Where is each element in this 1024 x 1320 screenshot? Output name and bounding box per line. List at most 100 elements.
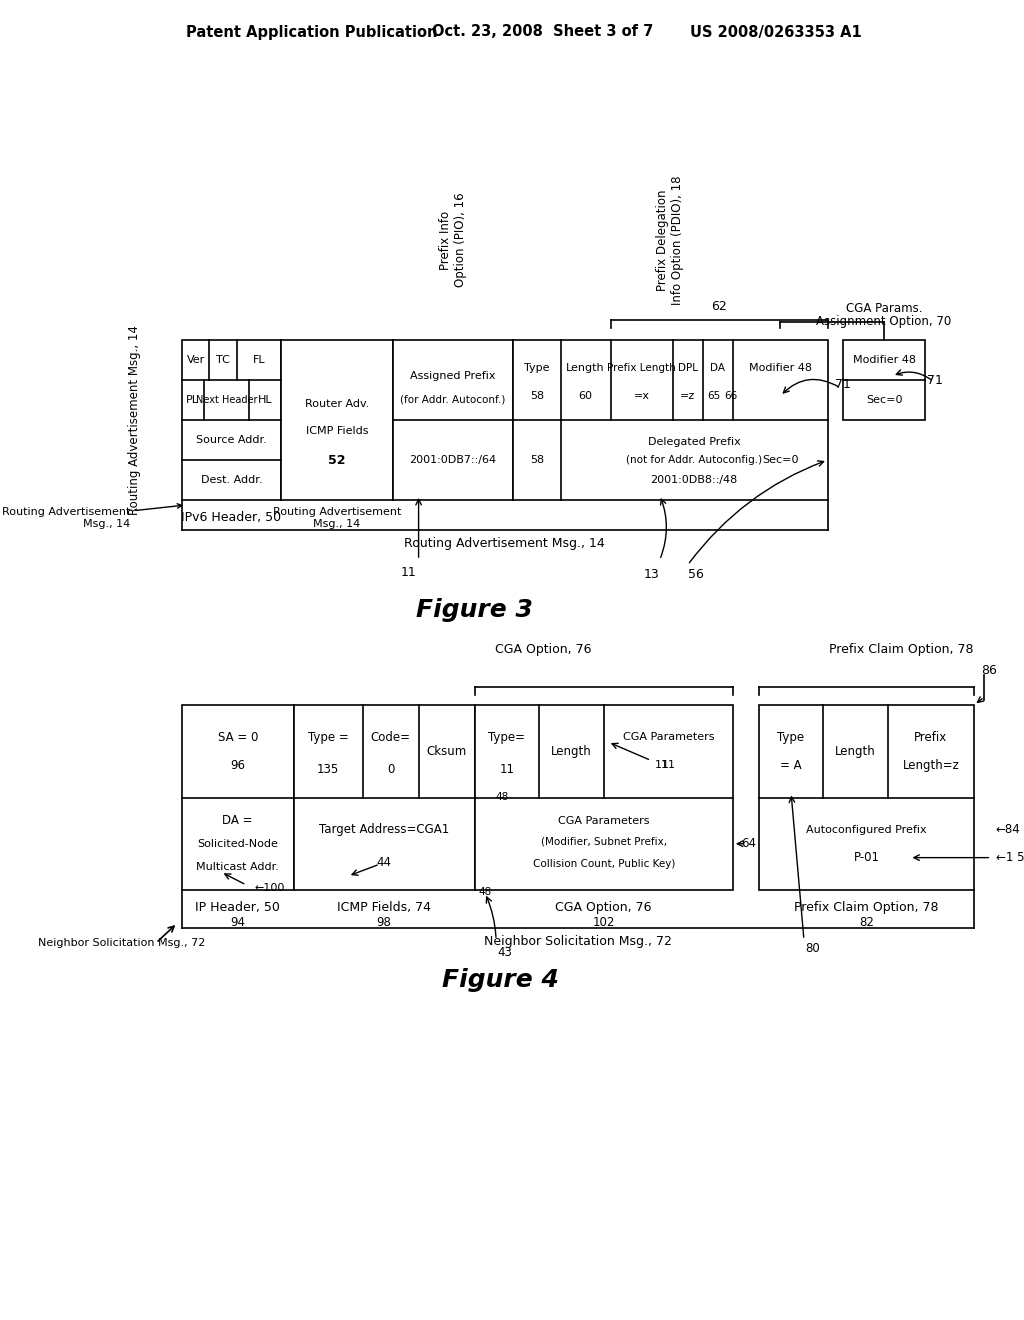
Text: 0: 0 bbox=[387, 763, 394, 776]
Text: 86: 86 bbox=[982, 664, 997, 676]
Text: Prefix Info
Option (PIO), 16: Prefix Info Option (PIO), 16 bbox=[439, 193, 467, 288]
Text: 2001:0DB7::/64: 2001:0DB7::/64 bbox=[410, 455, 497, 465]
Text: PL: PL bbox=[186, 395, 199, 405]
Text: CGA Parameters: CGA Parameters bbox=[623, 733, 714, 742]
Text: DA =: DA = bbox=[222, 814, 253, 828]
Text: Modifier 48: Modifier 48 bbox=[853, 355, 915, 366]
Text: CGA Option, 76: CGA Option, 76 bbox=[555, 902, 652, 915]
Text: Prefix Claim Option, 78: Prefix Claim Option, 78 bbox=[795, 902, 939, 915]
Text: Assignment Option, 70: Assignment Option, 70 bbox=[816, 315, 951, 329]
Text: Type=: Type= bbox=[488, 731, 525, 744]
Text: Type =: Type = bbox=[308, 731, 348, 744]
Text: Modifier 48: Modifier 48 bbox=[749, 363, 812, 374]
Text: 58: 58 bbox=[530, 455, 544, 465]
Text: 102: 102 bbox=[593, 916, 615, 928]
Text: Type: Type bbox=[524, 363, 550, 374]
Text: Code=: Code= bbox=[371, 731, 411, 744]
Text: 44: 44 bbox=[377, 855, 391, 869]
Text: Routing Advertisement Msg., 14: Routing Advertisement Msg., 14 bbox=[404, 537, 605, 550]
Text: 135: 135 bbox=[317, 763, 339, 776]
Text: IP Header, 50: IP Header, 50 bbox=[196, 902, 281, 915]
Text: Length: Length bbox=[836, 744, 876, 758]
Text: 71: 71 bbox=[836, 378, 851, 391]
Text: Delegated Prefix: Delegated Prefix bbox=[648, 437, 740, 447]
Text: (not for Addr. Autoconfig.): (not for Addr. Autoconfig.) bbox=[626, 455, 762, 465]
Bar bbox=[393, 341, 513, 500]
Text: DA: DA bbox=[711, 363, 725, 374]
Text: 58: 58 bbox=[530, 391, 544, 401]
Text: 2001:0DB8::/48: 2001:0DB8::/48 bbox=[650, 475, 738, 484]
Text: Router Adv.: Router Adv. bbox=[304, 399, 369, 409]
Text: 82: 82 bbox=[859, 916, 873, 928]
Text: =x: =x bbox=[634, 391, 649, 401]
Text: 11: 11 bbox=[654, 760, 669, 770]
Text: Length: Length bbox=[566, 363, 605, 374]
Text: P-01: P-01 bbox=[853, 851, 880, 865]
Text: (Modifier, Subnet Prefix,: (Modifier, Subnet Prefix, bbox=[541, 837, 667, 847]
Text: CGA Parameters: CGA Parameters bbox=[558, 816, 649, 825]
Text: Length=z: Length=z bbox=[902, 759, 959, 772]
Text: CGA Option, 76: CGA Option, 76 bbox=[496, 644, 592, 656]
Text: Routing Advertisement
Msg., 14: Routing Advertisement Msg., 14 bbox=[272, 507, 401, 529]
Bar bbox=[281, 341, 393, 500]
Text: Prefix: Prefix bbox=[914, 731, 947, 744]
Bar bbox=[513, 341, 827, 500]
Text: Sec=0: Sec=0 bbox=[866, 395, 902, 405]
Text: 13: 13 bbox=[643, 569, 659, 582]
Text: DPL: DPL bbox=[678, 363, 697, 374]
Bar bbox=[759, 705, 974, 890]
Text: SA = 0: SA = 0 bbox=[217, 731, 258, 744]
Text: 98: 98 bbox=[377, 916, 391, 928]
Text: ←84: ←84 bbox=[995, 824, 1020, 837]
Bar bbox=[474, 705, 733, 890]
Bar bbox=[843, 341, 925, 420]
Text: 64: 64 bbox=[741, 837, 756, 850]
Text: Routing Advertisement Msg., 14: Routing Advertisement Msg., 14 bbox=[128, 325, 141, 515]
Text: FL: FL bbox=[253, 355, 265, 366]
Text: 66: 66 bbox=[724, 391, 737, 401]
Text: 80: 80 bbox=[805, 941, 820, 954]
Text: Patent Application Publication: Patent Application Publication bbox=[186, 25, 437, 40]
Text: Dest. Addr.: Dest. Addr. bbox=[201, 475, 262, 484]
Text: Neighbor Solicitation Msg., 72: Neighbor Solicitation Msg., 72 bbox=[484, 936, 672, 949]
Text: Autoconfigured Prefix: Autoconfigured Prefix bbox=[806, 825, 927, 834]
Text: 11: 11 bbox=[400, 565, 416, 578]
Text: 43: 43 bbox=[498, 945, 512, 958]
Text: Neighbor Solicitation Msg., 72: Neighbor Solicitation Msg., 72 bbox=[38, 939, 205, 948]
Text: Ver: Ver bbox=[186, 355, 205, 366]
Text: 65: 65 bbox=[707, 391, 720, 401]
Text: 52: 52 bbox=[328, 454, 345, 466]
Text: 56: 56 bbox=[688, 569, 705, 582]
Text: 11: 11 bbox=[500, 763, 514, 776]
Text: ICMP Fields, 74: ICMP Fields, 74 bbox=[337, 902, 431, 915]
Text: Figure 3: Figure 3 bbox=[416, 598, 534, 622]
Text: Solicited-Node: Solicited-Node bbox=[198, 838, 279, 849]
Text: 48: 48 bbox=[496, 792, 509, 803]
Text: Source Addr.: Source Addr. bbox=[196, 436, 266, 445]
Text: 96: 96 bbox=[230, 759, 245, 772]
Text: IPv6 Header, 50: IPv6 Header, 50 bbox=[181, 511, 282, 524]
Text: US 2008/0263353 A1: US 2008/0263353 A1 bbox=[690, 25, 861, 40]
Text: Next Header: Next Header bbox=[196, 395, 257, 405]
Text: TC: TC bbox=[216, 355, 230, 366]
Text: Collision Count, Public Key): Collision Count, Public Key) bbox=[532, 859, 675, 869]
Text: ←100: ←100 bbox=[255, 883, 286, 894]
Text: CGA Params.: CGA Params. bbox=[846, 301, 923, 314]
Text: Prefix Delegation
Info Option (PDIO), 18: Prefix Delegation Info Option (PDIO), 18 bbox=[656, 176, 684, 305]
Text: Prefix Claim Option, 78: Prefix Claim Option, 78 bbox=[828, 644, 973, 656]
Text: Multicast Addr.: Multicast Addr. bbox=[197, 862, 280, 873]
Bar bbox=[182, 705, 294, 890]
Text: 48: 48 bbox=[479, 887, 493, 898]
Text: Oct. 23, 2008  Sheet 3 of 7: Oct. 23, 2008 Sheet 3 of 7 bbox=[431, 25, 652, 40]
Text: (for Addr. Autoconf.): (for Addr. Autoconf.) bbox=[400, 395, 506, 405]
Text: ICMP Fields: ICMP Fields bbox=[305, 426, 368, 436]
Text: HL: HL bbox=[258, 395, 272, 405]
Text: 11: 11 bbox=[662, 760, 676, 770]
Text: Figure 4: Figure 4 bbox=[442, 968, 559, 993]
Text: ←1 5: ←1 5 bbox=[995, 851, 1024, 865]
Text: 62: 62 bbox=[712, 300, 727, 313]
Text: Type: Type bbox=[777, 731, 805, 744]
Bar bbox=[182, 341, 281, 500]
Text: =z: =z bbox=[680, 391, 695, 401]
Text: Sec=0: Sec=0 bbox=[762, 455, 799, 465]
